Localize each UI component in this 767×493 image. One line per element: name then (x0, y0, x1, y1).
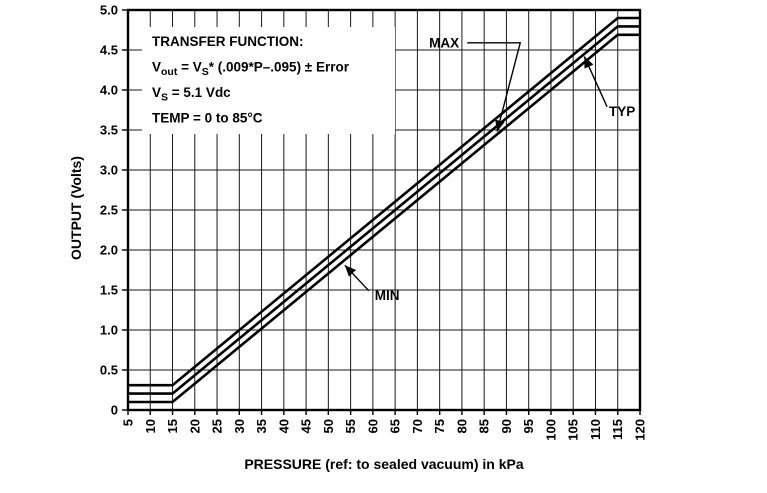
x-tick-label: 115 (610, 419, 625, 440)
series-line-max (128, 16, 640, 387)
leader-arrow-min (344, 264, 370, 292)
x-tick-label: 110 (588, 419, 603, 440)
info-box-line: TEMP = 0 to 85°C (152, 111, 263, 126)
x-tick-label: 70 (410, 419, 425, 433)
y-tick-label: 2.0 (100, 243, 118, 258)
x-axis-title: PRESSURE (ref: to sealed vacuum) in kPa (244, 456, 524, 472)
y-tick-label: 3.0 (100, 163, 118, 178)
leader-arrow-typ (583, 56, 608, 108)
x-tick-label: 55 (343, 419, 358, 433)
info-box-line: VS = 5.1 Vdc (152, 85, 231, 104)
x-tick-label: 20 (187, 419, 202, 433)
annotation-label-max: MAX (429, 35, 459, 50)
y-tick-label: 5.0 (100, 3, 118, 18)
x-tick-label: 120 (633, 419, 648, 441)
info-box-line: Vout = VS* (.009*P–.095) ± Error (152, 60, 350, 79)
y-tick-label: 4.5 (100, 43, 118, 58)
x-tick-label: 40 (276, 419, 291, 433)
x-tick-label: 30 (232, 419, 247, 433)
x-tick-label: 5 (121, 419, 136, 426)
y-tick-label: 4.0 (100, 83, 118, 98)
x-tick-label: 50 (321, 419, 336, 433)
x-tick-label: 90 (499, 419, 514, 433)
annotation-label-min: MIN (375, 288, 400, 303)
x-tick-label: 105 (566, 419, 581, 441)
info-box-background (142, 27, 395, 134)
series-line-min (128, 33, 640, 404)
series-line-typ (128, 25, 640, 395)
x-tick-label: 65 (388, 419, 403, 433)
x-tick-label: 85 (477, 419, 492, 433)
x-tick-label: 75 (432, 419, 447, 433)
x-tick-label: 15 (165, 419, 180, 433)
x-tick-label: 35 (254, 419, 269, 433)
y-tick-label: 1.5 (100, 283, 118, 298)
x-tick-label: 95 (521, 419, 536, 433)
x-tick-label: 60 (365, 419, 380, 433)
x-tick-label: 25 (210, 419, 225, 433)
plot-frame (126, 8, 642, 412)
leader-arrow-max (467, 42, 522, 132)
y-tick-label: 0.5 (100, 363, 118, 378)
y-axis-title: OUTPUT (Volts) (68, 156, 84, 260)
x-tick-label: 10 (143, 419, 158, 433)
y-tick-label: 2.5 (100, 203, 118, 218)
x-tick-label: 100 (543, 419, 558, 441)
annotation-label-typ: TYP (609, 104, 635, 119)
y-tick-label: 1.0 (100, 323, 118, 338)
y-tick-label: 3.5 (100, 123, 118, 138)
y-tick-label: 0 (111, 403, 118, 418)
info-box-line: TRANSFER FUNCTION: (152, 34, 304, 49)
x-tick-label: 80 (454, 419, 469, 433)
x-tick-label: 45 (299, 419, 314, 433)
